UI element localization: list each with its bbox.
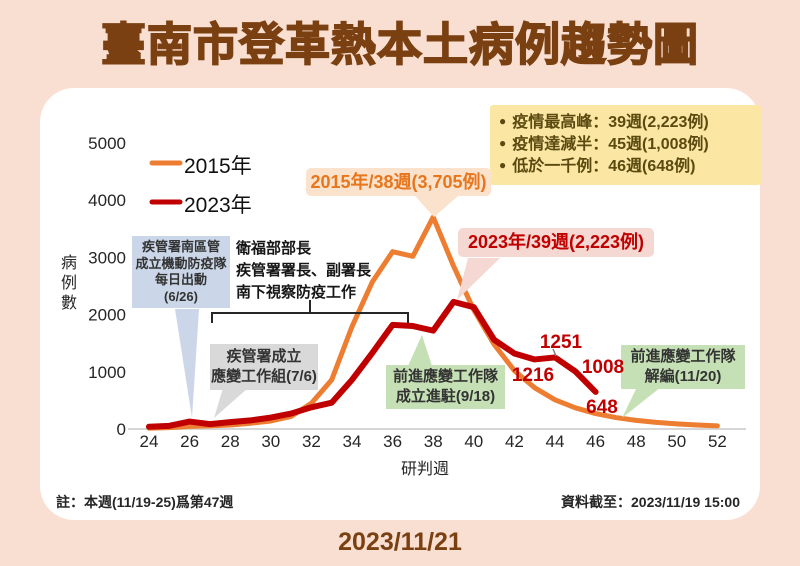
x-tick: 48 <box>627 432 646 451</box>
y-tick: 3000 <box>88 248 126 267</box>
point-label-week45: 1008 <box>581 357 625 378</box>
bullet-icon: ● <box>499 136 507 150</box>
x-tick: 32 <box>302 432 321 451</box>
moh-bracket <box>211 300 409 323</box>
chart-card: 24 26 28 30 32 34 36 38 40 42 44 46 48 50 52 0 1000 2000… <box>40 88 761 520</box>
summary-line: ● 低於一千例：46週(648例) <box>499 158 696 175</box>
bullet-icon: ● <box>499 158 507 172</box>
legend-2015-label: 2015年 <box>184 155 252 178</box>
summary-line: ● 疫情達減半：45週(1,008例) <box>499 136 709 153</box>
gray-box-pointer <box>214 388 248 418</box>
publish-date: 2023/11/21 <box>338 528 462 556</box>
x-tick: 34 <box>343 432 362 451</box>
annotation-moh-inspection: 衛福部部長 疾管署署長、副署長 南下視察防疫工作 <box>236 240 372 301</box>
legend-2023-label: 2023年 <box>184 194 252 217</box>
callout-2023-peak: 2023年/39週(2,223例) <box>458 228 654 257</box>
callout-2023-pointer <box>457 258 500 300</box>
x-tick: 40 <box>464 432 483 451</box>
footnote-current-week: 註：本週(11/19-25)爲第47週 <box>56 494 234 510</box>
x-tick: 28 <box>221 432 240 451</box>
page-title: 臺南市登革熱本土病例趨勢圖 <box>100 18 699 71</box>
x-tick: 30 <box>261 432 280 451</box>
x-tick: 52 <box>708 432 727 451</box>
series-2023-line <box>146 298 599 430</box>
x-tick: 50 <box>667 432 686 451</box>
x-tick: 44 <box>546 432 565 451</box>
y-tick: 2000 <box>88 306 126 325</box>
x-tick: 36 <box>383 432 402 451</box>
callout-2015-pointer <box>415 196 458 217</box>
x-tick: 46 <box>586 432 605 451</box>
summary-line: ● 疫情最高峰：39週(2,223例) <box>499 114 709 131</box>
y-tick: 5000 <box>88 134 126 153</box>
green-box-2-pointer <box>622 387 661 418</box>
label-1251-leader <box>552 348 557 357</box>
y-tick-labels: 0 1000 2000 3000 4000 5000 <box>88 134 126 439</box>
point-label-week43: 1216 <box>511 365 555 386</box>
blue-box-pointer <box>175 309 199 418</box>
y-tick: 0 <box>117 420 126 439</box>
y-tick: 1000 <box>88 363 126 382</box>
annotation-forward-team-end: 前進應變工作隊 解編(11/20) <box>621 345 745 389</box>
annotation-cdc-mobile-team: 疾管署南區管 成立機動防疫隊 每日出動 (6/26) <box>132 236 230 308</box>
callout-2015-peak: 2015年/38週(3,705例) <box>306 168 491 196</box>
x-tick: 38 <box>424 432 443 451</box>
point-label-week44: 1251 <box>539 332 583 353</box>
y-axis-title: 病例數 <box>58 254 75 314</box>
x-axis-title: 研判週 <box>400 461 449 478</box>
x-tick: 42 <box>505 432 524 451</box>
trend-chart: 24 26 28 30 32 34 36 38 40 42 44 46 48 50 52 0 1000 2000… <box>88 134 746 451</box>
annotation-task-force: 疾管署成立 應變工作組(7/6) <box>210 344 318 390</box>
summary-info-box: ● 疫情最高峰：39週(2,223例) ● 疫情達減半：45週(1,008例) ● 低… <box>490 105 761 185</box>
annotation-forward-team-start: 前進應變工作隊 成立進駐(9/18) <box>386 365 505 409</box>
x-tick-labels: 24 26 28 30 32 34 36 38 40 42 44 46 48 50 52 <box>140 432 727 451</box>
y-tick: 4000 <box>88 191 126 210</box>
x-tick: 26 <box>180 432 199 451</box>
bullet-icon: ● <box>499 114 507 128</box>
x-tick: 24 <box>140 432 159 451</box>
green-box-1-pointer <box>408 335 432 366</box>
footnote-data-cutoff: 資料截至：2023/11/19 15:00 <box>561 494 740 510</box>
point-label-week46: 648 <box>586 397 618 418</box>
